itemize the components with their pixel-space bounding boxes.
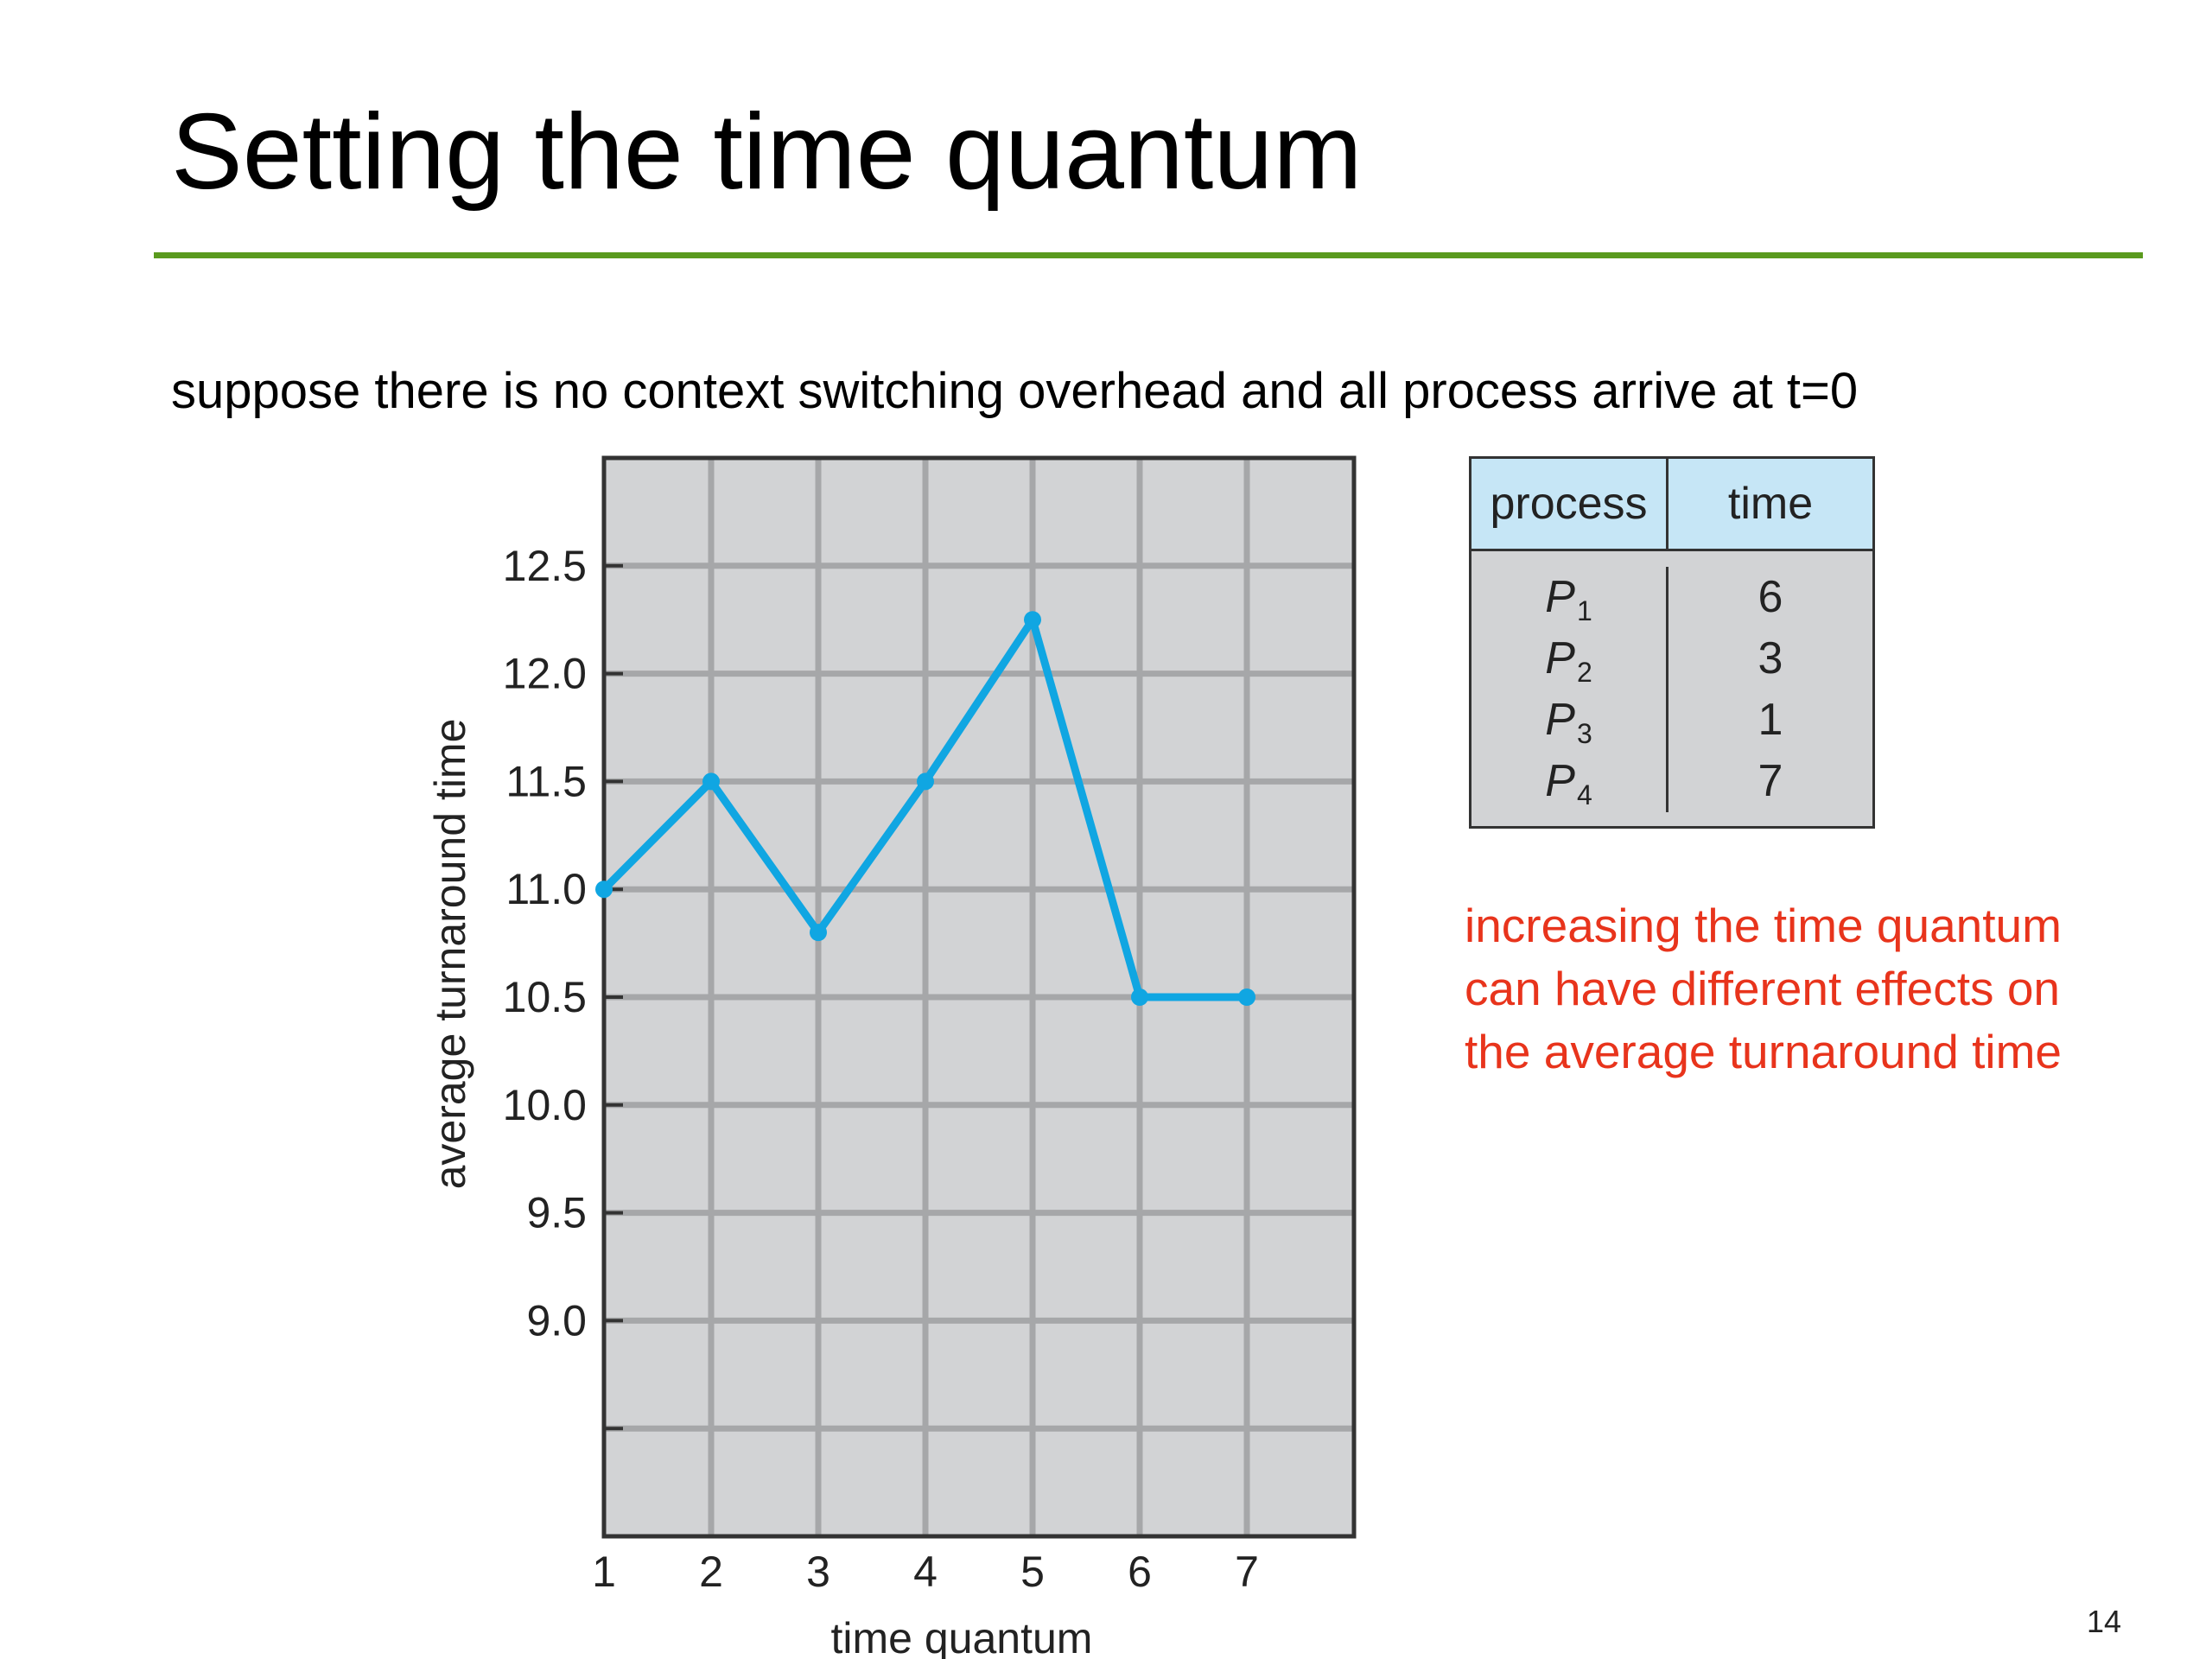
- y-tick-label: 11.5: [505, 757, 587, 805]
- process-name-column: P1 P2 P3 P4: [1471, 567, 1669, 812]
- y-tick-label: 9.5: [526, 1189, 587, 1237]
- data-point: [917, 772, 934, 791]
- x-tick-label: 5: [1020, 1548, 1045, 1596]
- y-tick-label: 12.5: [503, 542, 587, 590]
- annotation-note: increasing the time quantum can have dif…: [1465, 894, 2173, 1084]
- process-time: 1: [1758, 695, 1783, 745]
- process-table: process time P1 P2 P3 P4 6 3 1 7: [1469, 456, 1875, 829]
- y-tick-label: 10.0: [503, 1081, 587, 1129]
- x-tick-label: 1: [592, 1548, 616, 1596]
- header-process: process: [1471, 459, 1669, 549]
- x-tick-label: 7: [1235, 1548, 1259, 1596]
- x-axis-title: time quantum: [831, 1614, 1093, 1659]
- y-tick-label: 10.5: [503, 973, 587, 1021]
- data-point: [1131, 988, 1148, 1006]
- y-axis-title: average turnaround time: [426, 719, 474, 1190]
- process-name: P2: [1545, 633, 1592, 688]
- note-line: can have different effects on: [1465, 962, 2061, 1015]
- slide-subtitle: suppose there is no context switching ov…: [171, 363, 1859, 419]
- header-time: time: [1727, 479, 1814, 529]
- process-time: 6: [1758, 572, 1783, 622]
- process-name: P3: [1545, 695, 1592, 749]
- slide-title: Setting the time quantum: [171, 92, 1363, 212]
- process-table-header: process time: [1471, 459, 1872, 551]
- process-time: 3: [1758, 633, 1783, 683]
- process-table-body: P1 P2 P3 P4 6 3 1 7: [1471, 551, 1872, 826]
- x-tick-label: 4: [913, 1548, 938, 1596]
- data-point: [702, 772, 720, 791]
- title-divider: [154, 252, 2143, 258]
- note-line: increasing the time quantum: [1465, 899, 2062, 952]
- plot-border: [601, 455, 1357, 1539]
- y-tick-label: 11.0: [505, 865, 587, 913]
- y-tick-label: 9.0: [526, 1296, 587, 1344]
- data-point: [1238, 988, 1255, 1006]
- note-line: the average turnaround time: [1465, 1025, 2062, 1078]
- data-point: [1024, 611, 1041, 629]
- process-time: 7: [1758, 756, 1783, 806]
- process-time-column: 6 3 1 7: [1669, 567, 1872, 812]
- x-tick-label: 6: [1128, 1548, 1152, 1596]
- page-number: 14: [2087, 1604, 2122, 1639]
- data-point: [810, 924, 827, 942]
- y-tick-label: 12.0: [503, 650, 587, 698]
- x-tick-label: 3: [806, 1548, 830, 1596]
- process-name: P1: [1545, 572, 1592, 626]
- process-name: P4: [1545, 756, 1592, 810]
- data-point: [595, 880, 613, 899]
- x-tick-label: 2: [699, 1548, 723, 1596]
